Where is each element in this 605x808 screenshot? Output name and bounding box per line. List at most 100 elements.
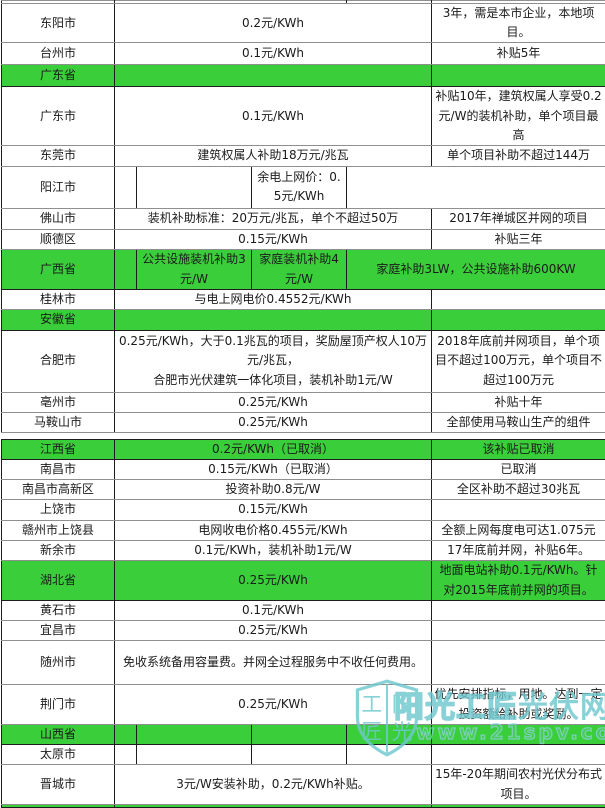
empty-cell — [137, 166, 252, 208]
value-cell: 0.2元/KWh（已取消） — [115, 439, 432, 459]
note-cell: 17年底前并网，补贴6年。 — [432, 540, 605, 560]
row-suizhou: 随州市免收系统备用容量费。并网全过程服务中不收任何费用。 — [2, 641, 605, 685]
province-cell: 山西省 — [2, 724, 115, 744]
empty-cell — [432, 641, 605, 685]
empty-cell — [432, 500, 605, 520]
row-guangdong-province: 广东省 — [2, 65, 605, 87]
value-cell: 0.1元/KWh — [115, 601, 432, 621]
value-cell: 免收系统备用容量费。并网全过程服务中不收任何费用。 — [115, 641, 432, 685]
empty-cell — [432, 724, 605, 744]
empty-cell — [252, 724, 347, 744]
empty-cell — [2, 805, 115, 808]
city-cell: 佛山市 — [2, 208, 115, 229]
note-cell: 2017年禅城区并网的项目 — [432, 208, 605, 229]
note-cell: 15年-20年期间农村光伏分布式项目。 — [432, 765, 605, 805]
row-shanxi-province: 山西省 — [2, 724, 605, 744]
city-cell: 随州市 — [2, 641, 115, 685]
city-cell: 亳州市 — [2, 392, 115, 412]
city-cell: 太原市 — [2, 744, 115, 764]
city-cell: 赣州市上饶县 — [2, 520, 115, 540]
value-cell: 装机补助标准：20万元/兆瓦，单个不超过50万 — [115, 208, 432, 229]
empty-cell — [432, 601, 605, 621]
city-cell: 顺德区 — [2, 229, 115, 249]
note-cell: 2018年底前并网项目，单个项目不超过100万元，单个项目不超过100万元 — [432, 330, 605, 392]
empty-cell — [347, 724, 432, 744]
empty-cell — [115, 805, 432, 808]
value-cell: 电网收电价格0.455元/KWh — [115, 520, 432, 540]
empty-cell — [115, 65, 432, 87]
note-cell: 单个项目补助不超过144万 — [432, 145, 605, 166]
note-cell: 地面电站补助0.1元/KWh。针对2015年底前并网的项目。 — [432, 561, 605, 601]
empty-cell — [432, 65, 605, 87]
row-dongguan: 东莞市建筑权属人补助18万元/兆瓦单个项目补助不超过144万 — [2, 145, 605, 166]
row-guilin: 桂林市与电上网电价0.4552元/KWh — [2, 290, 605, 310]
empty-cell — [115, 724, 137, 744]
city-cell: 黄石市 — [2, 601, 115, 621]
empty-cell — [432, 310, 605, 330]
city-cell: 新余市 — [2, 540, 115, 560]
value-cell: 0.1元/KWh，装机补助1元/W — [115, 540, 432, 560]
note-cell: 家庭补助3LW，公共设施补助600KW — [347, 250, 605, 290]
value-cell: 0.25元/KWh — [115, 561, 432, 601]
empty-cell — [347, 744, 432, 764]
empty-cell — [432, 744, 605, 764]
empty-cell — [252, 744, 347, 764]
note-cell: 补贴10年，建筑权属人享受0.2元/W的装机补助，单个项目最高 — [432, 87, 605, 146]
province-cell: 湖北省 — [2, 561, 115, 601]
value-cell: 0.15元/KWh（已取消） — [115, 460, 432, 480]
section-gap — [2, 432, 605, 439]
value-cell: 投资补助0.8元/W — [115, 480, 432, 500]
value-cell: 3元/W安装补助，0.2元/KWh补贴。 — [115, 765, 432, 805]
value-cell: 0.15元/KWh — [115, 229, 432, 249]
value-cell: 与电上网电价0.4552元/KWh — [115, 290, 432, 310]
note-cell: 已取消 — [432, 460, 605, 480]
city-cell: 桂林市 — [2, 290, 115, 310]
value-cell: 家庭装机补助4元/W — [252, 250, 347, 290]
city-cell: 阳江市 — [2, 166, 115, 208]
city-cell: 合肥市 — [2, 330, 115, 392]
value-cell: 0.25元/KWh — [115, 412, 432, 432]
value-cell: 0.25元/KWh — [115, 392, 432, 412]
note-cell: 补贴十年 — [432, 392, 605, 412]
city-cell: 荆门市 — [2, 685, 115, 724]
city-cell: 东阳市 — [2, 4, 115, 43]
value-cell: 0.25元/KWh — [115, 621, 432, 641]
value-cell: 0.25元/KWh — [115, 685, 432, 724]
note-cell: 补贴5年 — [432, 43, 605, 65]
city-cell: 东莞市 — [2, 145, 115, 166]
row-anhui-province: 安徽省 — [2, 310, 605, 330]
note-cell: 该补贴已取消 — [432, 439, 605, 459]
value-cell: 0.15元/KWh — [115, 500, 432, 520]
note-cell: 全部使用马鞍山生产的组件 — [432, 412, 605, 432]
empty-cell — [115, 166, 137, 208]
note-cell: 优先安排指标，用地。达到一定投资额给补助或奖励。 — [432, 685, 605, 724]
city-cell: 晋城市 — [2, 765, 115, 805]
empty-cell — [432, 290, 605, 310]
city-cell: 马鞍山市 — [2, 412, 115, 432]
row-taiyuan: 太原市 — [2, 744, 605, 764]
city-cell: 广东市 — [2, 87, 115, 146]
note-cell: 全额上网每度电可达1.075元 — [432, 520, 605, 540]
value-cell: 公共设施装机补助3元/W — [137, 250, 252, 290]
empty-cell — [115, 250, 137, 290]
city-cell: 台州市 — [2, 43, 115, 65]
